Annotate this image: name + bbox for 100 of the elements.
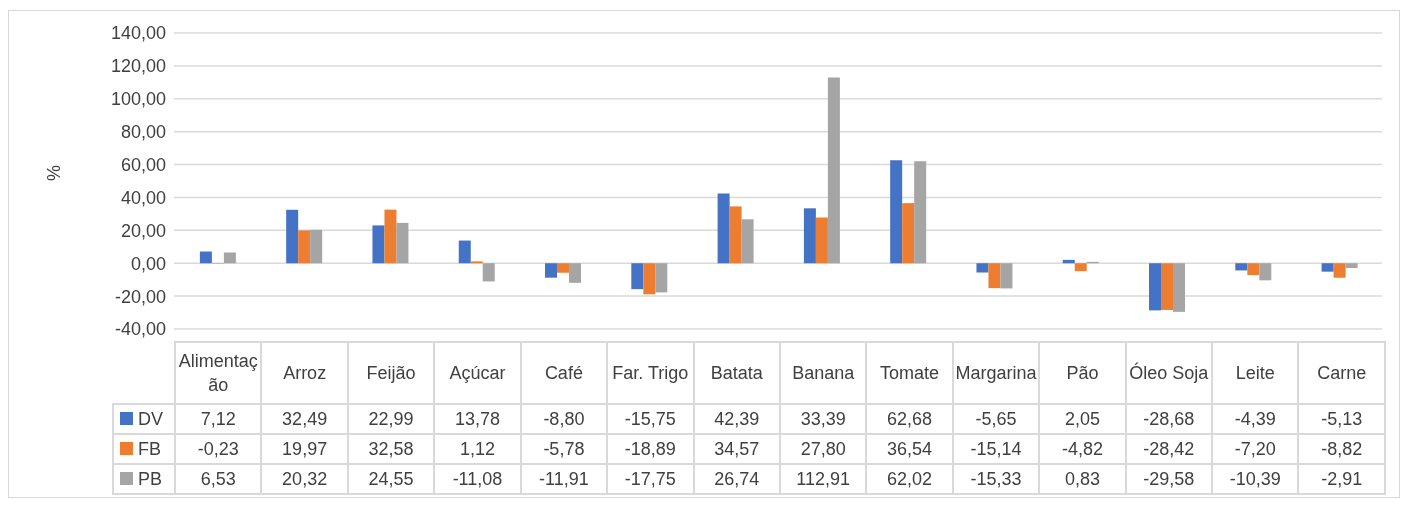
bar	[1247, 263, 1260, 276]
data-label: -15,14	[952, 434, 1040, 464]
data-label: -4,82	[1039, 434, 1126, 464]
y-tick-label: -40,00	[114, 319, 166, 340]
bar	[827, 77, 840, 264]
x-tick-label: Arroz	[261, 342, 348, 404]
x-tick-label: Far. Trigo	[607, 342, 694, 404]
data-label: -2,91	[1298, 464, 1385, 494]
data-label: 6,53	[175, 464, 262, 494]
bar	[1345, 263, 1358, 269]
y-tick-label: 100,00	[110, 89, 166, 110]
data-label: 7,12	[175, 404, 262, 434]
bar	[1235, 263, 1248, 271]
bar	[545, 263, 558, 278]
bar	[631, 263, 644, 290]
bar	[1149, 263, 1162, 311]
data-label: -15,33	[952, 464, 1040, 494]
legend-label: FB	[113, 434, 175, 464]
x-tick-label: Carne	[1298, 342, 1385, 404]
data-label: 0,83	[1039, 464, 1126, 494]
x-tick-label: Café	[520, 342, 608, 404]
data-label: 62,68	[866, 404, 953, 434]
bar	[1321, 263, 1334, 272]
data-label: -5,13	[1298, 404, 1385, 434]
bar	[1259, 263, 1272, 281]
data-label: -7,20	[1212, 434, 1299, 464]
bar	[298, 230, 311, 264]
data-label: -5,78	[520, 434, 608, 464]
data-label: 24,55	[347, 464, 435, 494]
data-label: 26,74	[693, 464, 780, 494]
data-label: -4,39	[1212, 404, 1299, 434]
data-label: -8,82	[1298, 434, 1385, 464]
bar	[396, 222, 409, 264]
y-tick-label: 20,00	[120, 220, 166, 241]
y-tick-label: 0,00	[130, 253, 166, 274]
data-label: -28,68	[1125, 404, 1213, 434]
bar	[1062, 259, 1075, 264]
bar	[384, 209, 397, 264]
bar	[803, 208, 816, 264]
x-tick-label: Pão	[1039, 342, 1126, 404]
data-label: -29,58	[1125, 464, 1213, 494]
data-label: 20,32	[261, 464, 348, 494]
x-tick-label: Óleo Soja	[1125, 342, 1213, 404]
bar	[976, 263, 989, 273]
x-tick-label: Feijão	[347, 342, 435, 404]
legend-label: PB	[113, 464, 175, 494]
bar	[199, 251, 212, 264]
y-tick-label: 60,00	[120, 154, 166, 175]
data-label: 34,57	[693, 434, 780, 464]
y-tick-label: 140,00	[110, 23, 166, 44]
bar	[1173, 263, 1186, 312]
bar	[286, 209, 299, 264]
bar	[741, 219, 754, 264]
data-label: 13,78	[434, 404, 521, 434]
x-tick-label: Alimentação	[175, 342, 262, 404]
bar	[1074, 263, 1087, 272]
y-tick-label: 120,00	[110, 56, 166, 77]
x-tick-label: Leite	[1212, 342, 1299, 404]
bar	[557, 263, 570, 273]
bar	[717, 193, 730, 264]
data-label: 62,02	[866, 464, 953, 494]
y-tick-label: -20,00	[114, 286, 166, 307]
bar	[988, 263, 1001, 289]
data-label: -0,23	[175, 434, 262, 464]
bar	[914, 161, 927, 264]
data-label: -11,08	[434, 464, 521, 494]
data-label: 33,39	[779, 404, 867, 434]
bar	[815, 217, 828, 264]
data-label: -11,91	[520, 464, 608, 494]
data-label: -17,75	[607, 464, 694, 494]
bar	[458, 240, 471, 264]
x-tick-label: Banana	[779, 342, 867, 404]
bar	[1161, 263, 1174, 310]
bar	[729, 206, 742, 264]
bar	[1333, 263, 1346, 278]
bar	[569, 263, 582, 283]
data-label: 2,05	[1039, 404, 1126, 434]
data-label: 112,91	[779, 464, 867, 494]
x-tick-label: Margarina	[952, 342, 1040, 404]
x-tick-label: Açúcar	[434, 342, 521, 404]
data-label: 19,97	[261, 434, 348, 464]
data-label: 1,12	[434, 434, 521, 464]
bar	[223, 252, 236, 264]
bar	[482, 263, 495, 282]
data-label: -10,39	[1212, 464, 1299, 494]
data-label: -5,65	[952, 404, 1040, 434]
y-tick-label: 80,00	[120, 122, 166, 143]
bar	[890, 160, 903, 264]
bar	[902, 203, 915, 264]
x-tick-label: Tomate	[866, 342, 953, 404]
data-label: -28,42	[1125, 434, 1213, 464]
data-label: -8,80	[520, 404, 608, 434]
x-tick-label: Batata	[693, 342, 780, 404]
y-axis-title: %	[44, 164, 65, 181]
data-label: -15,75	[607, 404, 694, 434]
data-label: 32,58	[347, 434, 435, 464]
bar	[310, 229, 323, 264]
data-label: 42,39	[693, 404, 780, 434]
data-label: -18,89	[607, 434, 694, 464]
data-label: 32,49	[261, 404, 348, 434]
